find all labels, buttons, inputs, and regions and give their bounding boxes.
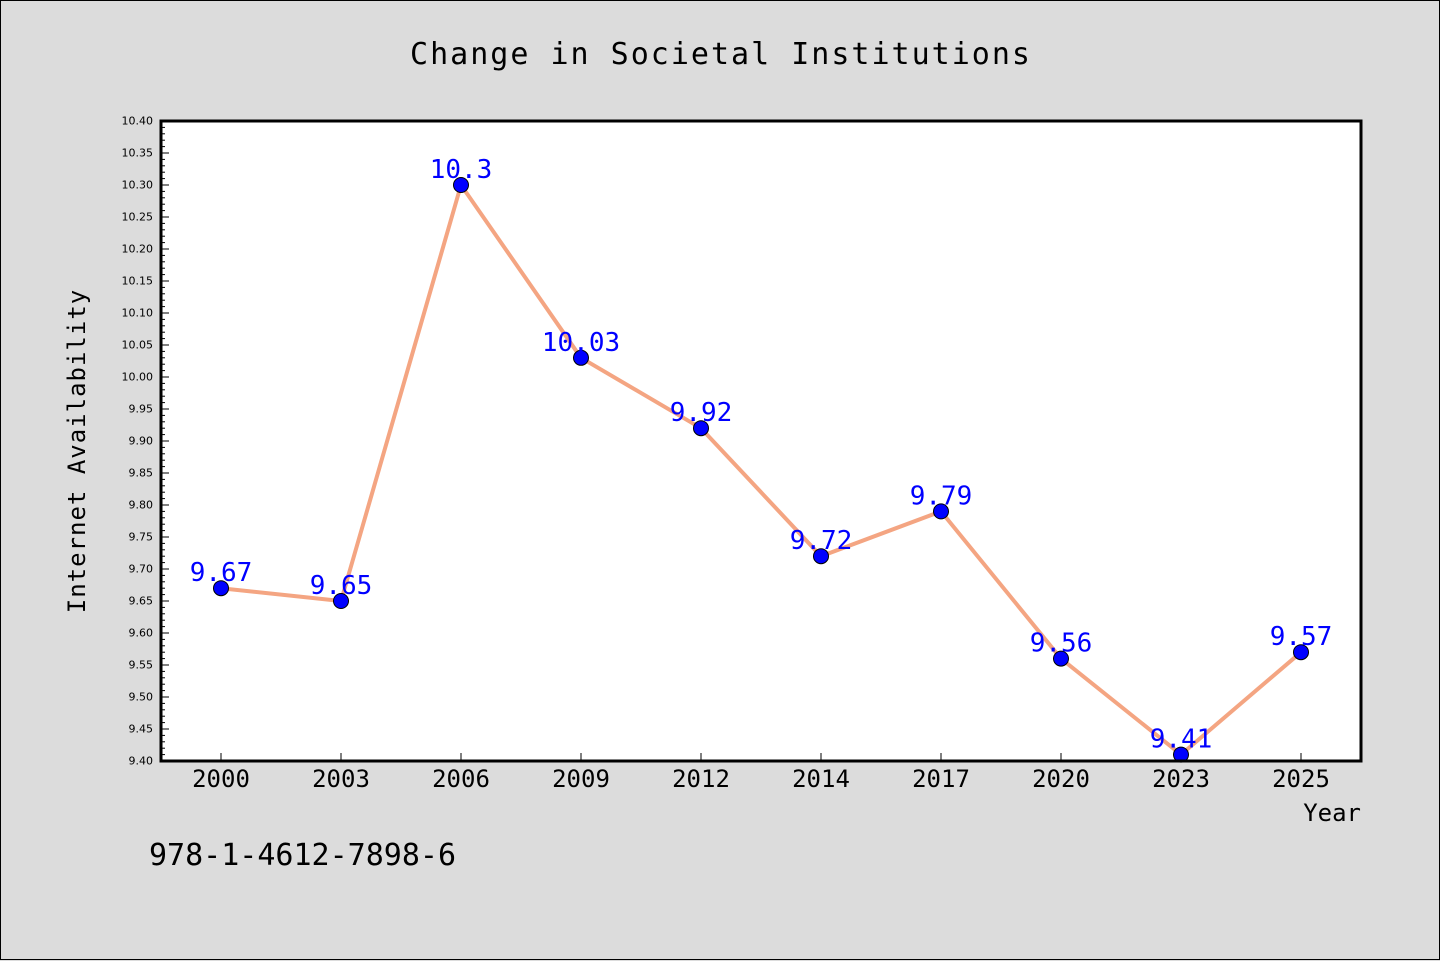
y-tick-label: 9.85 <box>129 467 154 480</box>
data-label: 9.65 <box>310 571 373 601</box>
data-point <box>333 593 349 609</box>
y-tick-label: 9.50 <box>129 691 154 704</box>
y-tick-label: 10.20 <box>122 243 154 256</box>
data-point <box>933 503 949 520</box>
y-tick-label: 10.40 <box>122 115 154 128</box>
isbn-annotation: 978-1-4612-7898-6 <box>149 838 456 873</box>
x-axis-ticks: 2000 2003 2006 2009 2012 2014 2017 2020 2023 2025 <box>192 753 1330 793</box>
y-tick-label: 9.70 <box>129 563 154 576</box>
data-point <box>693 420 709 437</box>
x-tick-label: 2020 <box>1032 765 1090 793</box>
x-tick-label: 2017 <box>912 765 970 793</box>
y-tick-label: 9.45 <box>129 723 154 736</box>
data-point <box>1053 650 1069 667</box>
data-label: 9.56 <box>1030 629 1093 659</box>
data-label: 10.03 <box>542 328 620 358</box>
y-tick-label: 10.10 <box>122 307 154 320</box>
y-axis-label: Internet Availability <box>63 289 91 613</box>
y-axis-ticks: 9.40 9.45 9.50 9.55 9.60 9.65 9.70 9.75 9.80 9.85… <box>122 115 169 768</box>
data-label: 9.72 <box>790 526 853 556</box>
plot-border <box>159 119 1363 763</box>
x-tick-label: 2006 <box>432 765 490 793</box>
chart-title: Change in Societal Institutions <box>410 37 1032 72</box>
y-tick-label: 9.95 <box>129 403 154 416</box>
y-tick-label: 10.30 <box>122 179 154 192</box>
y-tick-label: 10.35 <box>122 147 154 160</box>
y-tick-label: 9.60 <box>129 627 154 640</box>
series-line <box>219 183 1303 757</box>
data-label: 9.67 <box>190 558 253 588</box>
x-tick-label: 2012 <box>672 765 730 793</box>
data-point <box>573 349 589 366</box>
plot-area <box>161 121 1361 761</box>
x-tick-label: 2009 <box>552 765 610 793</box>
data-point <box>453 177 469 193</box>
data-label: 9.57 <box>1270 622 1333 652</box>
y-tick-label: 9.40 <box>129 755 154 768</box>
y-tick-label: 9.75 <box>129 531 154 544</box>
data-label: 9.92 <box>670 398 733 428</box>
x-tick-label: 2014 <box>792 765 850 793</box>
data-label: 9.41 <box>1150 725 1213 755</box>
x-tick-label: 2025 <box>1272 765 1330 793</box>
y-tick-label: 9.80 <box>129 499 154 512</box>
y-tick-label: 10.25 <box>122 211 154 224</box>
x-tick-label: 2023 <box>1152 765 1210 793</box>
data-label: 9.79 <box>910 481 973 511</box>
y-tick-label: 10.15 <box>122 275 154 288</box>
y-tick-label: 9.90 <box>129 435 154 448</box>
data-point <box>213 580 229 597</box>
data-point <box>1293 644 1309 661</box>
y-tick-label: 10.05 <box>122 339 154 352</box>
data-label: 10.3 <box>430 155 493 185</box>
y-tick-label: 9.55 <box>129 659 154 672</box>
x-tick-label: 2003 <box>312 765 370 793</box>
y-tick-label: 10.00 <box>122 371 154 384</box>
x-axis-label: Year <box>1303 799 1361 827</box>
x-tick-label: 2000 <box>192 765 250 793</box>
y-tick-label: 9.65 <box>129 595 154 608</box>
series-group: 9.67 9.65 10.3 10.03 9.92 9.72 9.79 9.56 9.41 9.5… <box>190 155 1333 763</box>
data-point <box>813 548 829 565</box>
